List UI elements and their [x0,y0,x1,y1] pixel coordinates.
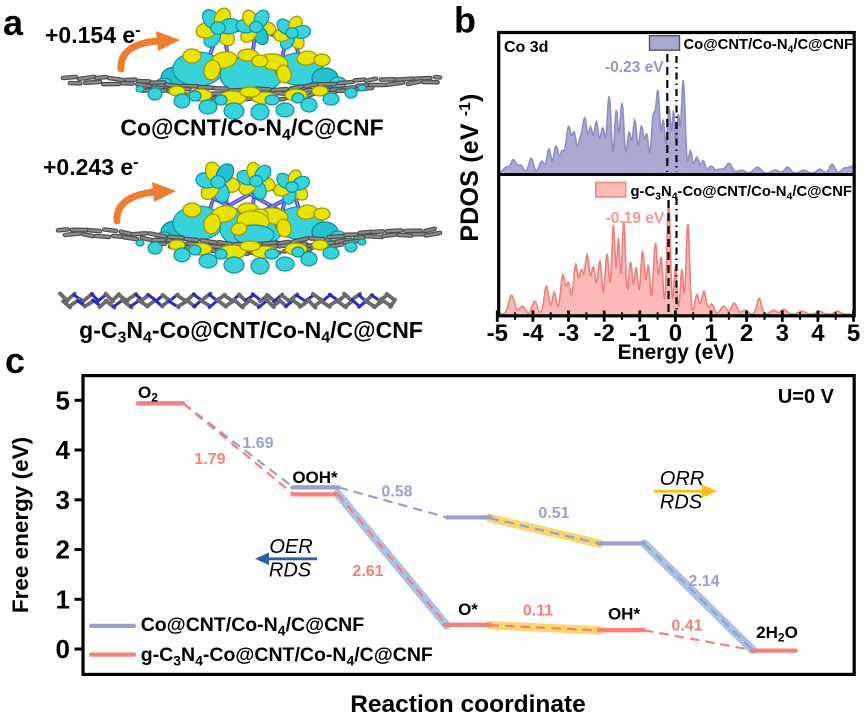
svg-text:1.79: 1.79 [194,451,225,468]
svg-text:1.69: 1.69 [242,435,273,452]
svg-text:g-C3N4-Co@CNT/Co-N4/C@CNF: g-C3N4-Co@CNT/Co-N4/C@CNF [141,644,433,669]
svg-text:0: 0 [669,320,682,347]
svg-text:+0.154 e-: +0.154 e- [45,22,141,48]
svg-text:0.51: 0.51 [538,505,569,522]
svg-text:Co@CNT/Co-N4/C@CNF: Co@CNT/Co-N4/C@CNF [141,614,365,639]
svg-text:-4: -4 [522,320,544,347]
svg-text:OOH*: OOH* [292,468,338,487]
svg-text:3: 3 [776,320,789,347]
svg-text:U=0 V: U=0 V [778,386,835,408]
svg-text:Reaction coordinate: Reaction coordinate [350,691,586,718]
svg-text:-2: -2 [594,320,615,347]
svg-text:g-C3N4-Co@CNT/Co-N4/C@CNF: g-C3N4-Co@CNT/Co-N4/C@CNF [79,317,423,347]
svg-text:ORR: ORR [660,468,704,490]
svg-text:g-C3N4-Co@CNT/Co-N4/C@CNF: g-C3N4-Co@CNT/Co-N4/C@CNF [631,184,852,203]
svg-text:2.14: 2.14 [688,573,719,590]
svg-text:Co 3d: Co 3d [504,39,548,56]
svg-text:b: b [454,0,476,41]
svg-text:-3: -3 [558,320,579,347]
svg-text:4: 4 [811,320,825,347]
svg-text:Free energy (eV): Free energy (eV) [8,437,33,613]
svg-text:5: 5 [56,386,70,416]
svg-text:Co@CNT/Co-N4/C@CNF: Co@CNT/Co-N4/C@CNF [120,115,383,145]
svg-text:a: a [3,2,24,43]
svg-text:Co@CNT/Co-N4/C@CNF: Co@CNT/Co-N4/C@CNF [684,37,854,56]
svg-text:O*: O* [458,600,478,619]
svg-text:OER: OER [269,536,312,558]
svg-text:0: 0 [56,634,70,664]
svg-text:2.61: 2.61 [352,563,383,580]
svg-text:c: c [5,340,25,381]
svg-text:1: 1 [56,585,70,615]
svg-text:5: 5 [847,320,860,347]
svg-text:2H2O: 2H2O [756,623,798,645]
svg-text:PDOS (eV -1): PDOS (eV -1) [456,93,484,241]
svg-text:RDS: RDS [269,560,312,582]
svg-text:+0.243 e-: +0.243 e- [43,154,139,180]
svg-text:-5: -5 [487,320,508,347]
svg-text:Energy (eV): Energy (eV) [618,341,735,364]
svg-text:-0.23 eV: -0.23 eV [605,59,664,76]
svg-text:0.58: 0.58 [381,484,412,501]
svg-text:O2: O2 [138,383,158,405]
svg-text:0.11: 0.11 [523,603,553,620]
svg-text:2: 2 [740,320,753,347]
svg-text:OH*: OH* [608,605,641,624]
svg-text:-0.19 eV: -0.19 eV [606,210,665,227]
svg-text:RDS: RDS [660,492,703,514]
svg-text:2: 2 [56,535,70,565]
svg-text:3: 3 [56,485,70,515]
svg-text:0.41: 0.41 [671,618,702,635]
svg-text:4: 4 [56,435,71,465]
svg-text:1: 1 [704,320,717,347]
svg-text:-1: -1 [629,320,650,347]
